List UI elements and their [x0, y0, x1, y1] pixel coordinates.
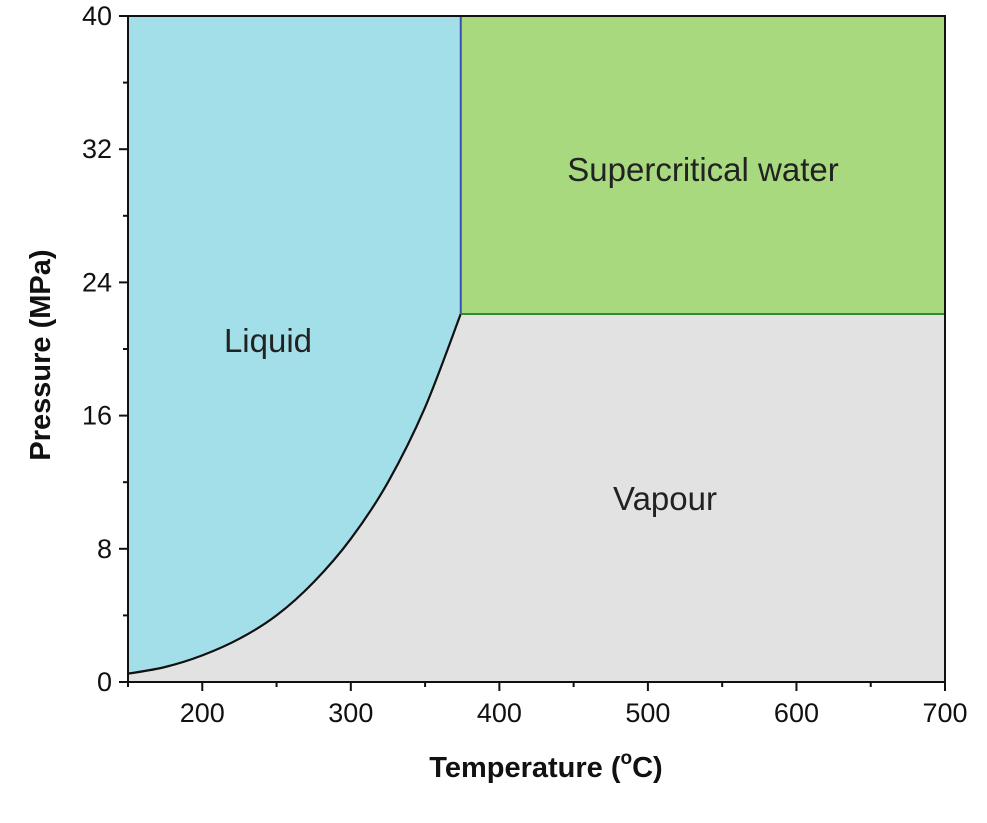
- x-tick-label: 200: [180, 698, 225, 728]
- regions-layer: [128, 16, 945, 682]
- y-tick-label: 40: [82, 1, 112, 31]
- x-tick-label: 500: [625, 698, 670, 728]
- y-tick-label: 32: [82, 134, 112, 164]
- x-tick-label: 400: [477, 698, 522, 728]
- y-axis-title: Pressure (MPa): [25, 249, 57, 460]
- x-tick-label: 700: [922, 698, 967, 728]
- y-tick-label: 24: [82, 267, 112, 297]
- vapour-label: Vapour: [613, 480, 717, 517]
- x-axis-title: Temperature (oC): [429, 748, 662, 784]
- x-tick-label: 600: [774, 698, 819, 728]
- liquid-label: Liquid: [224, 322, 312, 359]
- y-tick-label: 16: [82, 401, 112, 431]
- liquid-region: [128, 16, 461, 682]
- y-tick-label: 0: [97, 667, 112, 697]
- y-tick-label: 8: [97, 534, 112, 564]
- x-tick-label: 300: [328, 698, 373, 728]
- saturation-curve: [127, 313, 462, 675]
- x-axis-ticks: 200 300 400 500 600 700: [127, 682, 968, 728]
- supercritical-region: [460, 16, 945, 314]
- supercritical-label: Supercritical water: [567, 151, 838, 188]
- y-axis-ticks: 0 8 16 24 32 40: [82, 1, 128, 697]
